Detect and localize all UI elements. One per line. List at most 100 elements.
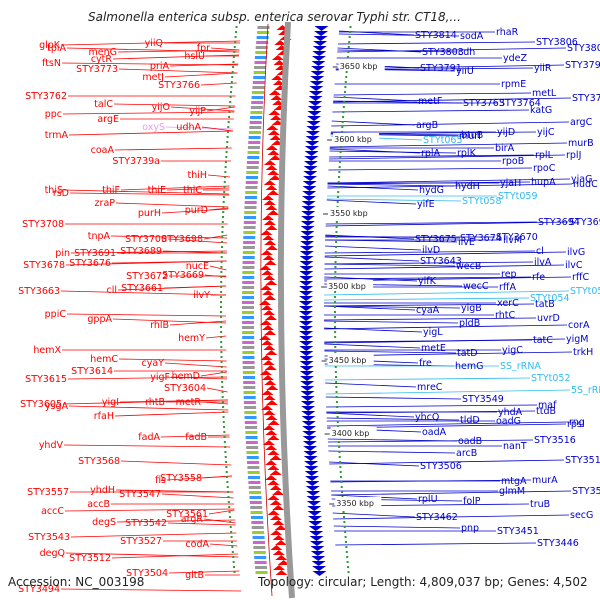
reverse-gene-arrow bbox=[259, 265, 272, 270]
gene-label-STY3678: STY3678 bbox=[23, 260, 65, 271]
forward-gene-arrow bbox=[300, 381, 315, 386]
leader-line bbox=[326, 412, 415, 418]
reverse-gene-arrow bbox=[261, 305, 274, 310]
leader-line bbox=[162, 250, 227, 254]
gene-label-coaA: coaA bbox=[91, 145, 115, 156]
forward-gene-arrow bbox=[307, 116, 322, 121]
gc-tick bbox=[220, 291, 223, 293]
forward-gene-arrow bbox=[301, 406, 316, 411]
gene-label-STY3739a: STY3739a bbox=[112, 156, 160, 167]
leader-line bbox=[119, 399, 228, 403]
gc-tick bbox=[220, 311, 223, 313]
cog-block bbox=[247, 466, 260, 469]
gc-tick bbox=[220, 321, 223, 323]
reverse-gene-arrow bbox=[267, 170, 280, 175]
cog-block bbox=[250, 511, 263, 514]
gene-label-oadA: oadA bbox=[422, 427, 447, 438]
gene-label-fpr: fpr bbox=[197, 43, 210, 54]
gc-tick bbox=[220, 296, 223, 298]
gc-tick bbox=[231, 76, 234, 78]
gc-tick bbox=[227, 126, 230, 128]
gene-label-thiH: thiH bbox=[187, 170, 207, 181]
forward-gene-arrow bbox=[302, 191, 317, 196]
gene-label-cdh: cdh bbox=[458, 47, 475, 58]
reverse-gene-arrow bbox=[264, 365, 277, 370]
cog-block bbox=[245, 436, 258, 439]
reverse-gene-arrow bbox=[269, 135, 282, 140]
forward-gene-arrow bbox=[299, 361, 314, 366]
gc-tick bbox=[343, 96, 346, 98]
gene-label-STY3549: STY3549 bbox=[462, 394, 504, 405]
reverse-gene-arrow bbox=[259, 370, 272, 375]
forward-gene-arrow bbox=[299, 366, 314, 371]
leader-line bbox=[326, 417, 460, 421]
forward-gene-arrow bbox=[313, 41, 328, 46]
reverse-gene-arrow bbox=[269, 175, 282, 180]
leader-line bbox=[327, 178, 571, 184]
reverse-gene-arrow bbox=[263, 275, 276, 280]
reverse-gene-arrow bbox=[264, 260, 277, 265]
gc-tick bbox=[220, 341, 223, 343]
reverse-gene-arrow bbox=[269, 455, 282, 460]
forward-gene-arrow bbox=[308, 521, 323, 526]
cog-block bbox=[243, 391, 256, 394]
leader-line bbox=[167, 238, 228, 244]
gene-label-yhcQ: yhcQ bbox=[415, 412, 439, 423]
gc-tick bbox=[220, 361, 223, 363]
reverse-gene-arrow bbox=[272, 550, 285, 555]
gene-label-STY3451: STY3451 bbox=[497, 526, 539, 537]
cog-block bbox=[243, 241, 256, 244]
forward-gene-arrow bbox=[307, 106, 322, 111]
cog-block bbox=[242, 276, 255, 279]
reverse-gene-arrow bbox=[260, 230, 273, 235]
cog-block bbox=[246, 161, 259, 164]
leader-line bbox=[60, 588, 242, 592]
leader-line bbox=[337, 47, 567, 53]
forward-gene-arrow bbox=[307, 111, 322, 116]
reverse-gene-arrow bbox=[277, 560, 290, 565]
cog-block bbox=[254, 56, 267, 59]
gene-label-STY3765: STY3765 bbox=[572, 93, 600, 104]
gc-tick bbox=[334, 266, 337, 268]
reverse-gene-arrow bbox=[261, 195, 274, 200]
cog-block bbox=[245, 441, 258, 444]
forward-gene-arrow bbox=[309, 86, 324, 91]
leader-line bbox=[324, 276, 418, 282]
gene-label-STY3543: STY3543 bbox=[28, 532, 70, 543]
cog-block bbox=[254, 66, 267, 69]
leader-line bbox=[324, 263, 456, 267]
reverse-gene-arrow bbox=[268, 90, 281, 95]
gc-tick bbox=[220, 266, 223, 268]
gene-label-udhA: udhA bbox=[176, 122, 201, 133]
leader-line bbox=[330, 479, 532, 483]
gene-label-hydH: hydH bbox=[455, 181, 480, 192]
reverse-gene-arrow bbox=[265, 315, 278, 320]
gc-tick bbox=[224, 166, 227, 168]
gene-label-STYt058: STYt058 bbox=[462, 196, 502, 207]
reverse-gene-arrow bbox=[262, 375, 275, 380]
gene-label-STY3462: STY3462 bbox=[416, 512, 458, 523]
forward-gene-arrow bbox=[311, 56, 326, 61]
gc-tick bbox=[220, 306, 223, 308]
gc-tick bbox=[348, 41, 351, 43]
reverse-gene-arrow bbox=[265, 280, 278, 285]
leader-line bbox=[333, 96, 418, 102]
reverse-gene-arrow bbox=[265, 430, 278, 435]
cog-block bbox=[249, 501, 262, 504]
gene-label-talC: talC bbox=[94, 99, 113, 110]
gene-label-yhdH: yhdH bbox=[90, 485, 115, 496]
leader-line bbox=[209, 265, 227, 271]
cog-block bbox=[242, 286, 255, 289]
gene-label-tatB: tatB bbox=[535, 299, 555, 310]
gc-tick bbox=[344, 541, 347, 543]
forward-gene-arrow bbox=[299, 271, 314, 276]
leader-line bbox=[63, 189, 230, 195]
leader-line bbox=[168, 570, 240, 574]
cog-block bbox=[252, 86, 265, 89]
gene-label-yijD: yijD bbox=[497, 127, 515, 138]
gene-label-STY3672: STY3672 bbox=[126, 271, 168, 282]
reverse-gene-arrow bbox=[265, 350, 278, 355]
gene-label-ilvY: ilvY bbox=[193, 290, 210, 301]
forward-gene-arrow bbox=[302, 441, 317, 446]
